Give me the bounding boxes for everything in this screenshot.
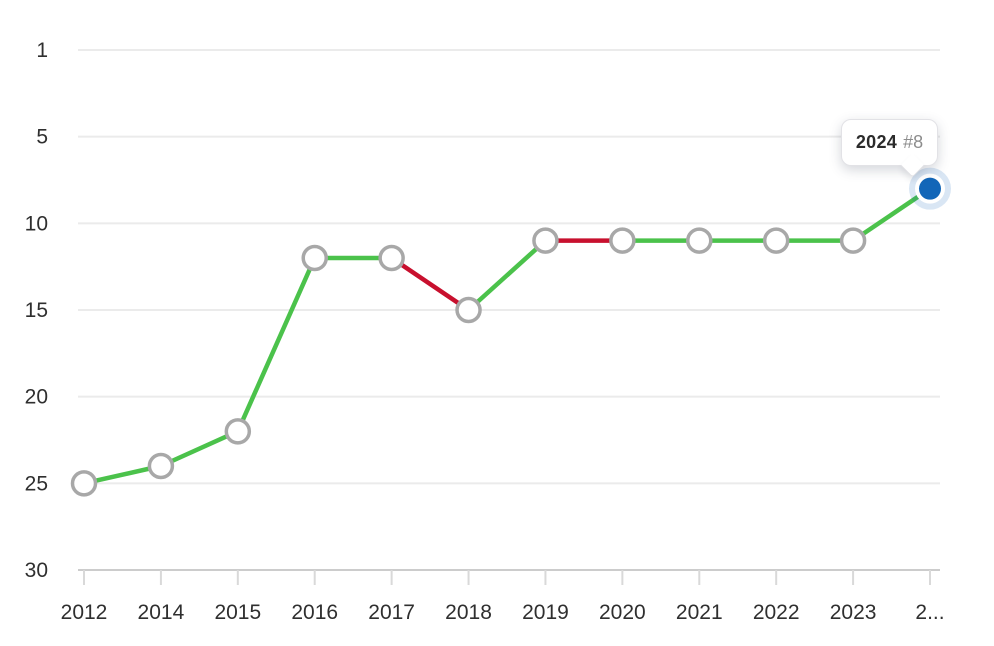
data-point-marker[interactable]	[762, 227, 790, 254]
data-point-marker[interactable]	[378, 244, 405, 272]
data-point-marker[interactable]	[147, 452, 175, 480]
x-tick-label: 2014	[138, 601, 185, 624]
x-tick-label: 2018	[445, 601, 492, 624]
x-tick-label: 2021	[676, 601, 723, 624]
trend-segment	[466, 238, 548, 313]
x-tick-label: 2022	[753, 601, 800, 624]
y-tick-label: 25	[25, 472, 48, 495]
data-point-marker[interactable]	[455, 296, 482, 324]
x-tick-label: 2020	[599, 601, 646, 624]
y-tick-label: 10	[25, 212, 48, 235]
x-tick-label: 2012	[61, 601, 108, 624]
y-tick-label: 1	[36, 39, 48, 62]
trend-segment	[850, 186, 933, 243]
trend-segment	[158, 429, 241, 469]
x-tick-label: 2015	[214, 601, 261, 624]
trend-segment	[389, 255, 471, 313]
trend-segment	[235, 255, 317, 434]
data-point-marker[interactable]	[686, 227, 713, 254]
y-tick-label: 5	[36, 126, 48, 149]
y-tick-label: 15	[25, 299, 48, 322]
tooltip: 2024 #8	[841, 119, 938, 178]
data-point-marker[interactable]	[301, 244, 328, 272]
data-point-marker[interactable]	[532, 227, 559, 254]
tooltip-year-label: 2024	[855, 132, 898, 152]
y-tick-label: 20	[25, 386, 48, 409]
x-tick-label: 2019	[522, 601, 569, 624]
data-point-marker[interactable]	[70, 470, 98, 497]
data-point-marker[interactable]	[224, 418, 252, 445]
current-point-dot[interactable]	[919, 177, 941, 200]
x-tick-label: 2023	[830, 601, 877, 624]
data-point-marker[interactable]	[609, 227, 636, 254]
y-tick-label: 30	[25, 559, 48, 582]
x-tick-label: 2016	[291, 601, 338, 624]
data-point-marker[interactable]	[839, 227, 867, 254]
x-tick-label: 2...	[915, 601, 944, 624]
x-tick-label: 2017	[368, 601, 415, 624]
tooltip-rank-value: #8	[903, 132, 924, 152]
